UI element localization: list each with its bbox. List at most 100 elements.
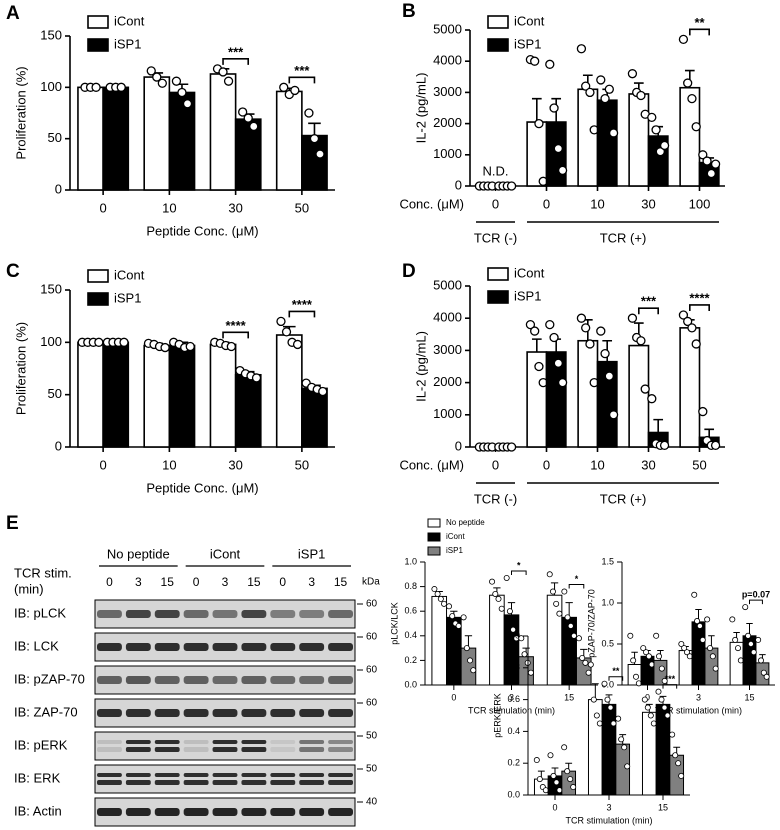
data-point xyxy=(290,85,300,96)
data-point xyxy=(621,744,628,751)
data-point xyxy=(600,348,610,359)
significance-bracket xyxy=(638,307,659,315)
x-tick-label: 30 xyxy=(228,200,242,215)
legend-swatch xyxy=(427,532,441,542)
data-point xyxy=(618,736,625,743)
y-tick-label: 1.5 xyxy=(601,556,614,566)
x-axis-label: TCR stimulation (min) xyxy=(655,705,742,715)
legend-label: No peptide xyxy=(446,518,485,527)
data-point xyxy=(318,386,328,397)
data-point xyxy=(636,336,646,346)
x-tick-label: 50 xyxy=(692,457,706,472)
blot-band xyxy=(328,740,353,744)
blot-band xyxy=(241,808,267,816)
blot-band xyxy=(212,747,238,752)
data-point xyxy=(276,316,286,327)
bar xyxy=(577,339,599,448)
data-point xyxy=(593,712,600,719)
blot-band xyxy=(212,676,238,684)
data-point xyxy=(581,323,591,333)
y-axis-label: pLCK/LCK xyxy=(389,602,399,645)
blot-band xyxy=(125,808,151,816)
blot-row-label: IB: pZAP-70 xyxy=(14,671,85,686)
data-point xyxy=(610,720,617,727)
blot-band xyxy=(299,808,325,816)
data-point xyxy=(647,712,654,719)
x-axis-label: TCR stimulation (min) xyxy=(565,815,652,825)
data-point xyxy=(745,632,752,639)
legend-label: iSP1 xyxy=(446,546,463,555)
y-tick-label: 2000 xyxy=(433,115,462,130)
data-point xyxy=(533,757,540,764)
y-tick-label: 1000 xyxy=(433,406,462,421)
blot-band xyxy=(270,610,296,618)
x-tick-label: 0 xyxy=(543,196,550,211)
data-point xyxy=(710,159,721,169)
legend-swatch xyxy=(87,38,109,52)
data-point xyxy=(633,673,640,680)
data-point xyxy=(742,604,749,611)
bar xyxy=(77,86,104,191)
data-point xyxy=(579,654,586,661)
y-tick-label: 0.0 xyxy=(507,789,520,799)
data-point xyxy=(651,125,661,135)
error-bar xyxy=(531,97,542,123)
lane-time-label: 3 xyxy=(308,575,315,589)
bar xyxy=(301,134,328,191)
data-point xyxy=(91,82,101,92)
blot-band xyxy=(97,740,122,744)
y-axis-label: Proliferation (%) xyxy=(13,322,28,415)
blot-row-label: IB: LCK xyxy=(14,638,59,653)
x-tick-label: 0 xyxy=(492,196,499,211)
data-point xyxy=(549,588,556,595)
bar xyxy=(628,344,650,448)
data-point xyxy=(581,81,591,91)
blot-band xyxy=(212,643,238,651)
blot-band xyxy=(183,808,209,816)
x-tick-label: 3 xyxy=(606,802,611,812)
y-tick-label: 4000 xyxy=(433,53,462,68)
bar xyxy=(168,91,196,191)
legend-label: iSP1 xyxy=(114,290,141,305)
data-point xyxy=(546,571,553,578)
data-point xyxy=(570,632,577,639)
data-point xyxy=(661,677,668,684)
data-point xyxy=(641,696,648,703)
legend-swatch xyxy=(87,15,109,29)
data-point xyxy=(627,313,638,323)
significance-label: ** xyxy=(694,15,705,30)
blot-band xyxy=(241,643,267,651)
nd-label: N.D. xyxy=(483,163,509,178)
data-point xyxy=(510,626,517,633)
error-bar xyxy=(591,683,599,700)
data-point xyxy=(624,763,631,770)
blot-band xyxy=(328,773,353,777)
significance-bracket xyxy=(511,570,527,575)
y-tick-label: 150 xyxy=(40,281,62,296)
blot-band xyxy=(299,740,325,744)
kda-value: 60 xyxy=(366,698,378,709)
data-point xyxy=(630,657,637,664)
data-point xyxy=(249,121,259,131)
blot-band xyxy=(154,740,180,744)
blot-band xyxy=(212,740,238,744)
panel-letter: B xyxy=(402,1,416,22)
data-point xyxy=(678,310,689,320)
bar xyxy=(545,121,567,187)
x-tick-label: 30 xyxy=(641,196,655,211)
data-point xyxy=(691,339,701,349)
data-point xyxy=(636,90,646,101)
data-point xyxy=(627,632,634,639)
blot-band xyxy=(299,709,325,717)
blot-band xyxy=(328,676,353,684)
error-bar xyxy=(653,418,664,433)
data-point xyxy=(699,636,706,643)
y-tick-label: 0.6 xyxy=(404,606,417,616)
category-axis-label: Conc. (μM) xyxy=(399,196,464,211)
blot-band xyxy=(270,780,296,785)
data-point xyxy=(521,651,528,658)
blot-band xyxy=(97,747,122,752)
blot-band xyxy=(154,773,180,777)
legend-swatch xyxy=(427,546,441,556)
